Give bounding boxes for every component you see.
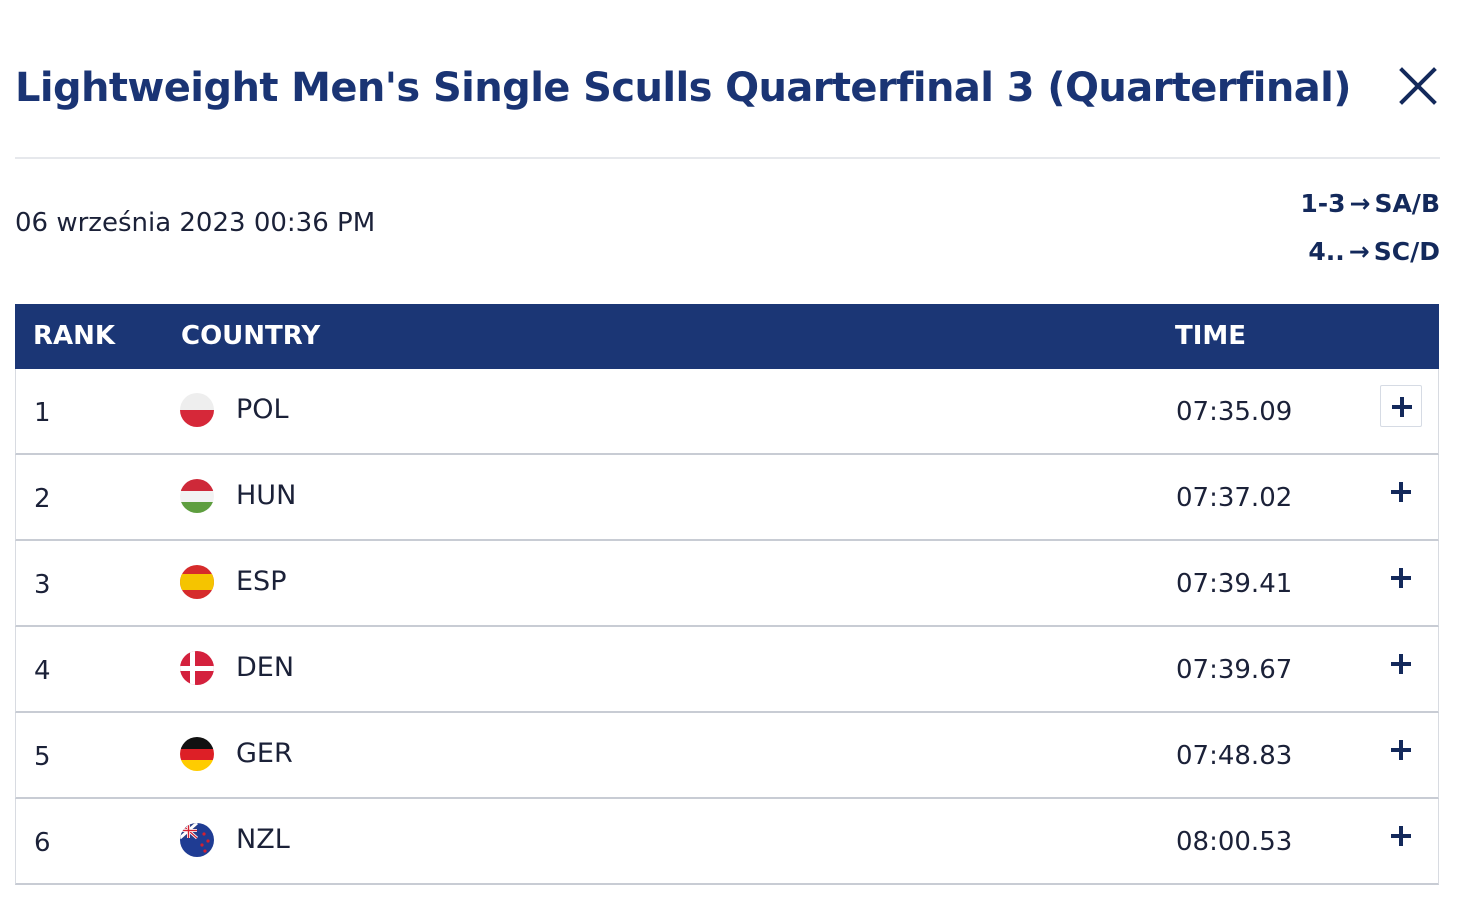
rank-cell: 4 — [34, 656, 51, 686]
progression-ranks: 4.. — [1308, 237, 1345, 266]
arrow-right-icon: → — [1348, 237, 1370, 266]
time-cell: 07:48.83 — [1176, 741, 1293, 771]
modal-header: Lightweight Men's Single Sculls Quarterf… — [15, 56, 1440, 120]
plus-icon — [1391, 826, 1411, 846]
rank-cell: 3 — [34, 570, 51, 600]
time-cell: 07:35.09 — [1176, 397, 1293, 427]
flag-poland-icon — [180, 393, 214, 427]
results-table: RANK COUNTRY TIME 1 POL 07:35.09 2 — [15, 304, 1439, 885]
country-cell: ESP — [236, 566, 287, 597]
time-cell: 07:39.41 — [1176, 569, 1293, 599]
flag-spain-icon — [180, 565, 214, 599]
flag-germany-icon — [180, 737, 214, 771]
expand-row-button[interactable] — [1380, 471, 1422, 513]
table-row: 6 NZL 08:00.53 — [15, 799, 1439, 885]
flag-hungary-icon — [180, 479, 214, 513]
plus-icon — [1391, 482, 1411, 502]
progression-ranks: 1-3 — [1300, 189, 1346, 218]
race-date: 06 września 2023 00:36 PM — [15, 208, 376, 238]
rank-cell: 6 — [34, 828, 51, 858]
plus-icon — [1391, 654, 1411, 674]
table-row: 4 DEN 07:39.67 — [15, 627, 1439, 713]
progression-target: SC/D — [1373, 237, 1440, 266]
country-cell: NZL — [236, 824, 290, 855]
country-cell: HUN — [236, 480, 297, 511]
table-row: 2 HUN 07:37.02 — [15, 455, 1439, 541]
rank-cell: 1 — [34, 398, 51, 428]
expand-row-button[interactable] — [1380, 729, 1422, 771]
header-divider — [15, 157, 1440, 159]
time-cell: 08:00.53 — [1176, 827, 1293, 857]
close-icon — [1399, 67, 1437, 105]
flag-denmark-icon — [180, 651, 214, 685]
rank-cell: 2 — [34, 484, 51, 514]
plus-icon — [1391, 568, 1411, 588]
page-title: Lightweight Men's Single Sculls Quarterf… — [15, 65, 1352, 111]
flag-new-zealand-icon — [180, 823, 214, 857]
time-cell: 07:39.67 — [1176, 655, 1293, 685]
progression-target: SA/B — [1374, 189, 1440, 218]
table-header: RANK COUNTRY TIME — [15, 304, 1439, 369]
table-row: 5 GER 07:48.83 — [15, 713, 1439, 799]
progression-rules: 1-3 → SA/B 4.. → SC/D — [1300, 180, 1440, 276]
table-row: 1 POL 07:35.09 — [15, 369, 1439, 455]
expand-row-button[interactable] — [1380, 557, 1422, 599]
rank-cell: 5 — [34, 742, 51, 772]
country-cell: GER — [236, 738, 293, 769]
arrow-right-icon: → — [1349, 189, 1371, 218]
country-cell: DEN — [236, 652, 295, 683]
expand-row-button[interactable] — [1380, 815, 1422, 857]
plus-icon — [1392, 397, 1412, 417]
progression-rule: 1-3 → SA/B — [1300, 180, 1440, 228]
column-header-time: TIME — [1175, 321, 1247, 351]
column-header-country: COUNTRY — [181, 321, 321, 351]
expand-row-button[interactable] — [1380, 643, 1422, 685]
plus-icon — [1391, 740, 1411, 760]
column-header-rank: RANK — [33, 321, 116, 351]
expand-row-button[interactable] — [1380, 385, 1422, 427]
progression-rule: 4.. → SC/D — [1300, 228, 1440, 276]
close-button[interactable] — [1396, 62, 1440, 112]
table-row: 3 ESP 07:39.41 — [15, 541, 1439, 627]
country-cell: POL — [236, 394, 289, 425]
time-cell: 07:37.02 — [1176, 483, 1293, 513]
